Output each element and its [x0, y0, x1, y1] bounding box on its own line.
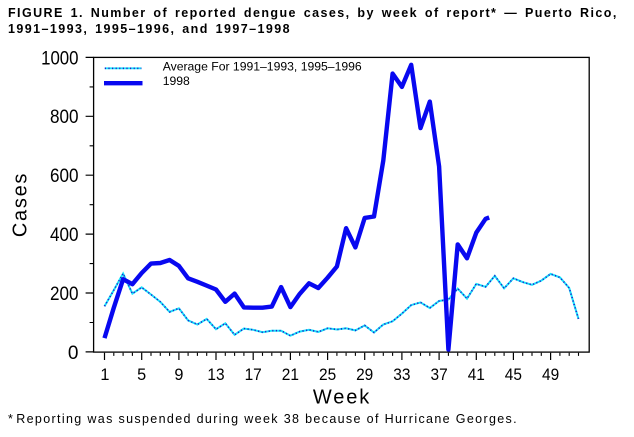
svg-text:400: 400 [50, 225, 79, 246]
svg-text:200: 200 [50, 284, 79, 305]
svg-text:9: 9 [174, 366, 183, 384]
svg-text:Cases: Cases [10, 172, 32, 237]
svg-text:33: 33 [393, 366, 410, 384]
svg-text:41: 41 [468, 366, 485, 384]
svg-text:21: 21 [282, 366, 299, 384]
svg-text:FIGURE 1. Number of reported d: FIGURE 1. Number of reported dengue case… [8, 6, 618, 20]
svg-text:800: 800 [50, 107, 79, 128]
svg-text:45: 45 [505, 366, 522, 384]
svg-text:0: 0 [68, 343, 79, 364]
svg-text:37: 37 [431, 366, 448, 384]
svg-text:1000: 1000 [41, 48, 78, 69]
svg-text:*Reporting was suspended durin: * Reporting was suspended during week 38 … [8, 412, 518, 426]
svg-text:25: 25 [319, 366, 336, 384]
svg-text:5: 5 [137, 366, 146, 384]
svg-text:Week: Week [313, 386, 371, 408]
svg-text:49: 49 [542, 366, 559, 384]
svg-text:1998: 1998 [163, 74, 190, 88]
svg-text:1991–1993, 1995–1996, and 1997: 1991–1993, 1995–1996, and 1997–1998 [8, 22, 291, 36]
svg-text:13: 13 [207, 366, 224, 384]
svg-text:1: 1 [100, 366, 109, 384]
svg-text:17: 17 [245, 366, 262, 384]
svg-text:600: 600 [50, 166, 79, 187]
svg-text:29: 29 [356, 366, 373, 384]
svg-text:Average For 1991–1993, 1995–19: Average For 1991–1993, 1995–1996 [163, 59, 362, 73]
